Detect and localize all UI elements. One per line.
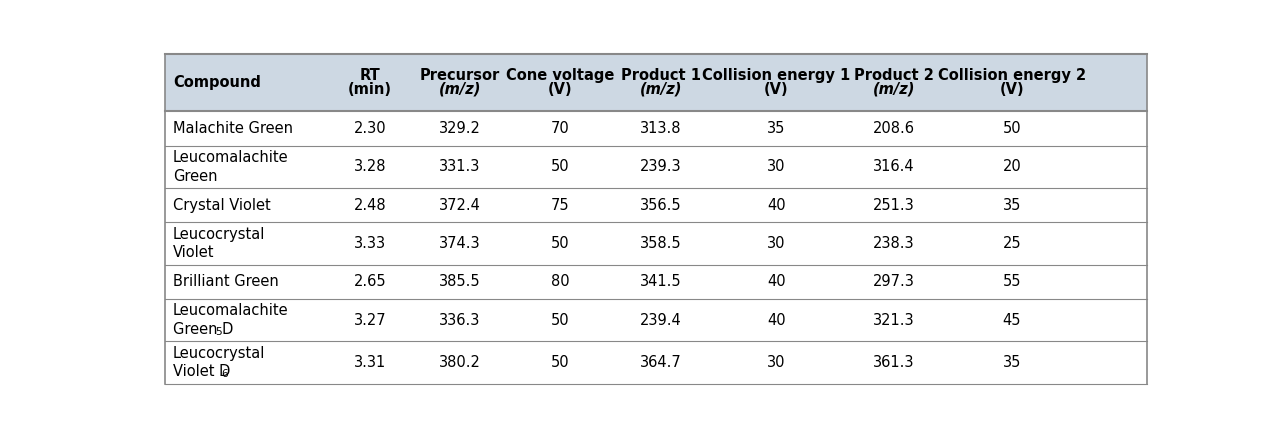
Text: Violet D: Violet D <box>173 364 230 379</box>
Text: 239.3: 239.3 <box>640 159 682 174</box>
Text: 45: 45 <box>1002 313 1021 327</box>
Text: 331.3: 331.3 <box>439 159 480 174</box>
Text: Green D: Green D <box>173 322 233 337</box>
Text: 3.27: 3.27 <box>353 313 387 327</box>
Text: Green: Green <box>173 168 218 184</box>
Text: 80: 80 <box>550 274 570 289</box>
Text: 341.5: 341.5 <box>640 274 682 289</box>
Text: 50: 50 <box>550 355 570 370</box>
Bar <box>165 222 1147 265</box>
Text: (V): (V) <box>548 82 572 97</box>
Text: (min): (min) <box>348 82 392 97</box>
Text: Precursor: Precursor <box>420 68 499 83</box>
Text: (m/z): (m/z) <box>438 82 481 97</box>
Text: Brilliant Green: Brilliant Green <box>173 274 279 289</box>
Text: 35: 35 <box>1002 355 1021 370</box>
Text: 321.3: 321.3 <box>873 313 915 327</box>
Text: 313.8: 313.8 <box>640 121 682 136</box>
Text: 385.5: 385.5 <box>439 274 480 289</box>
Text: 3.31: 3.31 <box>355 355 387 370</box>
Text: 208.6: 208.6 <box>873 121 915 136</box>
Text: 6: 6 <box>221 369 228 379</box>
Text: Product 1: Product 1 <box>621 68 701 83</box>
Bar <box>165 265 1147 299</box>
Text: 356.5: 356.5 <box>640 197 682 213</box>
Bar <box>165 188 1147 222</box>
Text: 30: 30 <box>767 355 786 370</box>
Text: Product 2: Product 2 <box>854 68 934 83</box>
Text: Leucomalachite: Leucomalachite <box>173 150 288 165</box>
Bar <box>165 54 1147 111</box>
Text: 2.65: 2.65 <box>353 274 387 289</box>
Text: 2.30: 2.30 <box>353 121 387 136</box>
Text: Compound: Compound <box>173 75 261 90</box>
Text: Crystal Violet: Crystal Violet <box>173 197 270 213</box>
Text: 25: 25 <box>1002 236 1021 251</box>
Text: 35: 35 <box>767 121 786 136</box>
Text: 50: 50 <box>550 236 570 251</box>
Text: 55: 55 <box>1002 274 1021 289</box>
Text: Leucocrystal: Leucocrystal <box>173 346 265 361</box>
Text: (V): (V) <box>1000 82 1024 97</box>
Text: 239.4: 239.4 <box>640 313 682 327</box>
Text: 40: 40 <box>767 274 786 289</box>
Text: Cone voltage: Cone voltage <box>506 68 614 83</box>
Text: 2.48: 2.48 <box>353 197 387 213</box>
Text: 30: 30 <box>767 236 786 251</box>
Text: (V): (V) <box>764 82 788 97</box>
Text: 75: 75 <box>550 197 570 213</box>
Text: 251.3: 251.3 <box>873 197 915 213</box>
Text: 70: 70 <box>550 121 570 136</box>
Bar <box>165 299 1147 341</box>
Text: 5: 5 <box>215 326 221 336</box>
Bar <box>165 341 1147 384</box>
Text: 238.3: 238.3 <box>873 236 915 251</box>
Text: 358.5: 358.5 <box>640 236 682 251</box>
Text: 364.7: 364.7 <box>640 355 682 370</box>
Text: 372.4: 372.4 <box>439 197 480 213</box>
Text: Leucocrystal: Leucocrystal <box>173 227 265 242</box>
Text: 3.28: 3.28 <box>355 159 387 174</box>
Text: 297.3: 297.3 <box>873 274 915 289</box>
Text: 336.3: 336.3 <box>439 313 480 327</box>
Text: Malachite Green: Malachite Green <box>173 121 293 136</box>
Text: 35: 35 <box>1002 197 1021 213</box>
Text: Leucomalachite: Leucomalachite <box>173 303 288 318</box>
Text: (m/z): (m/z) <box>873 82 915 97</box>
Text: Violet: Violet <box>173 245 214 260</box>
Text: 3.33: 3.33 <box>355 236 387 251</box>
Text: Collision energy 2: Collision energy 2 <box>938 68 1085 83</box>
Text: 380.2: 380.2 <box>439 355 480 370</box>
Text: 50: 50 <box>550 313 570 327</box>
Text: 40: 40 <box>767 197 786 213</box>
Text: 316.4: 316.4 <box>873 159 915 174</box>
Text: (m/z): (m/z) <box>640 82 682 97</box>
Text: 374.3: 374.3 <box>439 236 480 251</box>
Text: 361.3: 361.3 <box>873 355 915 370</box>
Text: 20: 20 <box>1002 159 1021 174</box>
Text: 30: 30 <box>767 159 786 174</box>
Bar <box>165 111 1147 145</box>
Text: Collision energy 1: Collision energy 1 <box>703 68 850 83</box>
Text: 50: 50 <box>1002 121 1021 136</box>
Text: 50: 50 <box>550 159 570 174</box>
Text: RT: RT <box>360 68 380 83</box>
Text: 40: 40 <box>767 313 786 327</box>
Bar <box>165 145 1147 188</box>
Text: 329.2: 329.2 <box>439 121 480 136</box>
